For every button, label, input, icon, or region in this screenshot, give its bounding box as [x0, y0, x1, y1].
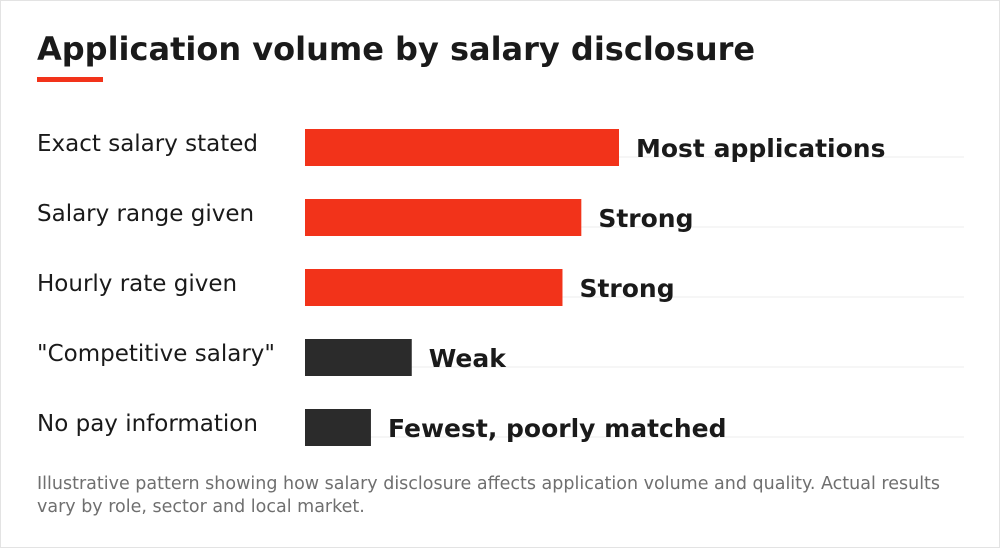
value-label: Most applications — [636, 134, 885, 163]
value-label: Strong — [598, 204, 693, 233]
category-label: Hourly rate given — [37, 271, 237, 297]
category-label: No pay information — [37, 411, 258, 437]
chart-footnote: Illustrative pattern showing how salary … — [37, 474, 941, 517]
bar — [305, 199, 582, 236]
title-accent-bar — [37, 77, 103, 82]
value-label: Strong — [579, 274, 674, 303]
category-label: Salary range given — [37, 201, 254, 227]
bar — [305, 409, 371, 446]
category-label: Exact salary stated — [37, 131, 258, 157]
bar — [305, 269, 563, 306]
category-label: "Competitive salary" — [37, 341, 275, 367]
bar-chart: Exact salary stated Most applications Sala… — [37, 129, 964, 446]
bar-rows: Exact salary stated Most applications Sala… — [37, 129, 964, 446]
bar — [305, 129, 619, 166]
chart-title: Application volume by salary disclosure — [37, 30, 756, 68]
value-label: Fewest, poorly matched — [388, 414, 727, 443]
value-label: Weak — [429, 344, 508, 373]
bar — [305, 339, 412, 376]
